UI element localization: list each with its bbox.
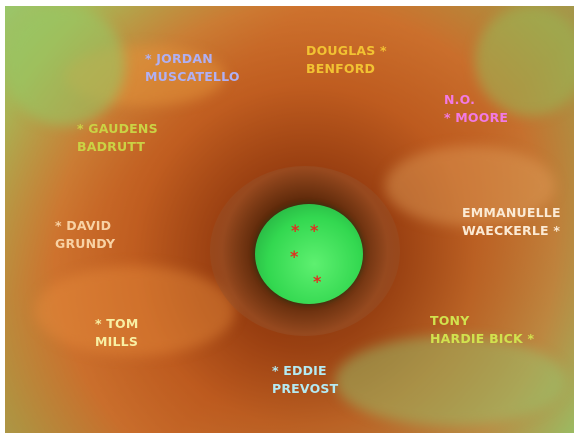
red-asterisk: * (310, 221, 319, 240)
name-line: * TOM (95, 316, 139, 331)
name-line: MILLS (95, 334, 139, 349)
name-line: PREVOST (272, 381, 339, 396)
streak (5, 6, 125, 126)
red-asterisk: * (313, 272, 322, 291)
name-line: * JORDAN (145, 51, 213, 66)
name-label: * JORDAN MUSCATELLO (145, 50, 240, 86)
red-asterisk: * (291, 221, 300, 240)
name-line: HARDIE BICK * (430, 331, 535, 346)
name-line: BENFORD (306, 61, 376, 76)
red-asterisk: * (290, 247, 299, 266)
name-label: * GAUDENS BADRUTT (77, 120, 158, 156)
name-line: * DAVID (55, 218, 112, 233)
name-label: * TOM MILLS (95, 315, 138, 351)
name-label: EMMANUELLE WAECKERLE * (462, 204, 561, 240)
name-line: * MOORE (444, 110, 509, 125)
name-line: GRUNDY (55, 236, 116, 251)
streak (335, 336, 565, 426)
name-label: TONY HARDIE BICK * (430, 312, 534, 348)
name-line: WAECKERLE * (462, 223, 561, 238)
name-line: BADRUTT (77, 139, 146, 154)
name-line: EMMANUELLE (462, 205, 561, 220)
name-line: * EDDIE (272, 363, 327, 378)
artwork (5, 6, 574, 433)
name-line: N.O. (444, 92, 476, 107)
name-line: TONY (430, 313, 470, 328)
name-label: * EDDIE PREVOST (272, 362, 338, 398)
name-line: * GAUDENS (77, 121, 158, 136)
name-line: DOUGLAS * (306, 43, 387, 58)
streak (35, 266, 235, 356)
name-label: * DAVID GRUNDY (55, 217, 115, 253)
name-label: N.O. * MOORE (444, 91, 508, 127)
name-label: DOUGLAS * BENFORD (306, 42, 387, 78)
streak (385, 146, 555, 226)
name-line: MUSCATELLO (145, 69, 240, 84)
green-disc (255, 204, 363, 304)
streak (475, 6, 574, 116)
